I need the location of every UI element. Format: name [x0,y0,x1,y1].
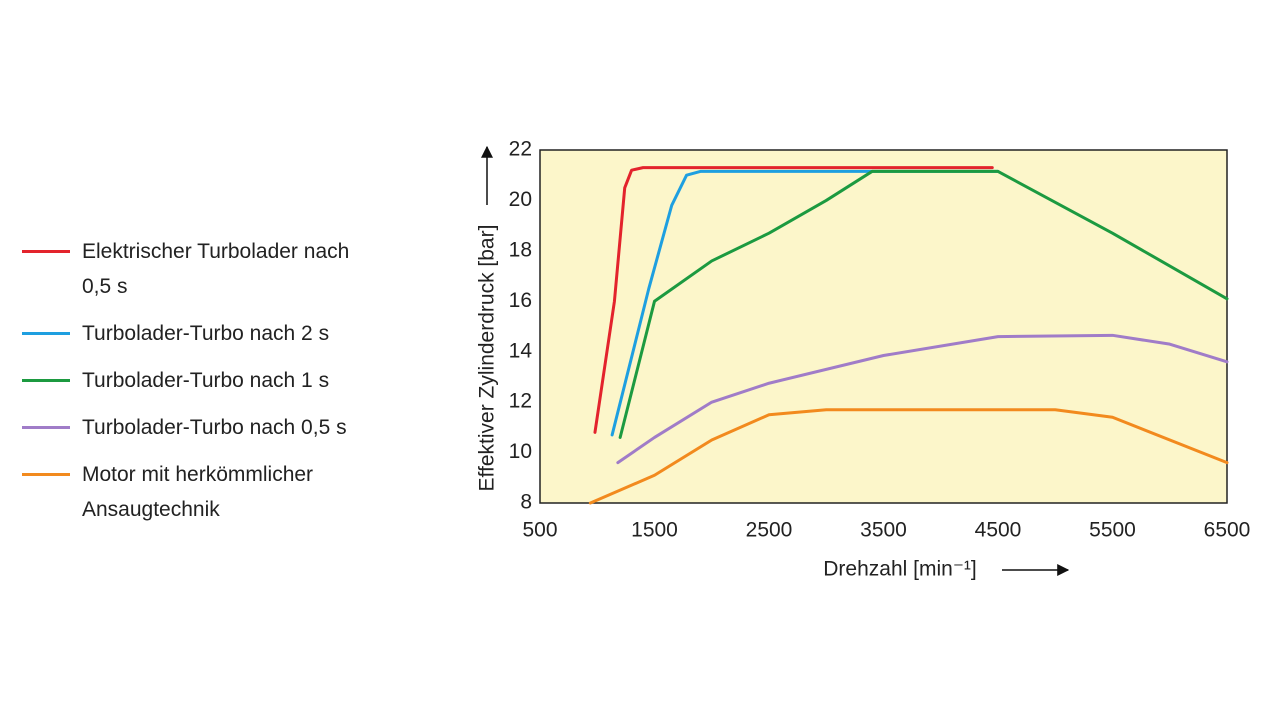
x-tick-label: 1500 [631,519,678,542]
series-line [588,408,1229,505]
legend-swatch [22,250,70,253]
x-tick-label: 3500 [860,519,907,542]
legend-label: Elektrischer Turbolader nach 0,5 s [82,240,350,298]
legend: Elektrischer Turbolader nach 0,5 s Turbol… [22,234,442,539]
x-tick-label: 2500 [746,519,793,542]
legend-swatch [22,332,70,335]
y-tick-label: 18 [509,238,532,261]
legend-item: Motor mit herkömmlicher Ansaugtechnik [22,457,442,527]
legend-swatch [22,473,70,476]
y-tick-label: 14 [509,339,533,362]
legend-item: Elektrischer Turbolader nach 0,5 s [22,234,442,304]
y-tick-label: 22 [509,138,532,161]
legend-item: Turbolader-Turbo nach 0,5 s [22,410,442,445]
x-tick-label: 4500 [975,519,1022,542]
x-tick-label: 5500 [1089,519,1136,542]
x-axis-label: Drehzahl [min⁻¹] [823,558,976,581]
y-tick-label: 8 [520,491,532,514]
y-axis-label: Effektiver Zylinderdruck [bar] [476,225,499,492]
legend-label: Turbolader-Turbo nach 0,5 s [82,416,347,439]
legend-item: Turbolader-Turbo nach 1 s [22,363,442,398]
legend-swatch [22,379,70,382]
plot-area [539,149,1228,504]
legend-item: Turbolader-Turbo nach 2 s [22,316,442,351]
y-tick-label: 20 [509,188,532,211]
series-line [616,333,1229,465]
legend-swatch [22,426,70,429]
y-tick-label: 16 [509,289,532,312]
legend-label: Turbolader-Turbo nach 1 s [82,369,330,392]
legend-label: Motor mit herkömmlicher Ansaugtechnik [82,463,314,521]
y-tick-label: 10 [509,440,532,463]
y-tick-label: 12 [509,390,532,413]
x-tick-label: 6500 [1204,519,1251,542]
x-tick-label: 500 [522,519,557,542]
series-line [618,169,1229,439]
series-line [610,169,1000,437]
legend-label: Turbolader-Turbo nach 2 s [82,322,330,345]
series-line [593,166,994,434]
